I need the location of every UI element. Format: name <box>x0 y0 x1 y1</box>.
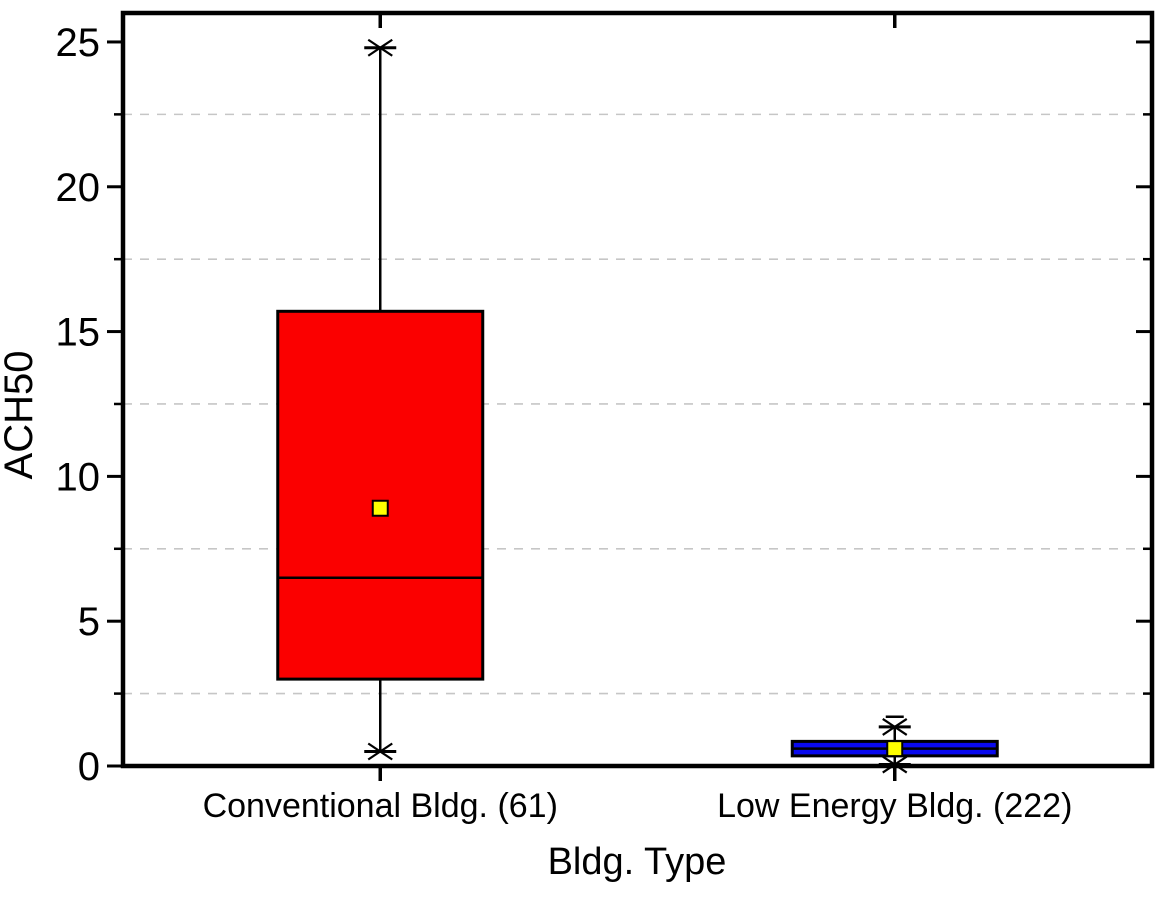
x-category-label: Low Energy Bldg. (222) <box>717 787 1072 825</box>
y-axis-title: ACH50 <box>0 351 41 480</box>
y-tick-label: 20 <box>56 166 101 210</box>
lower-whisker-star-cross <box>367 742 393 761</box>
y-tick-label: 0 <box>78 745 100 789</box>
y-tick-label: 5 <box>78 600 100 644</box>
y-tick-label: 15 <box>56 311 101 355</box>
upper-whisker-star-cross <box>367 38 393 57</box>
box-iqr <box>276 309 485 681</box>
box-series-layer <box>276 38 999 774</box>
plot-frame <box>120 10 1155 769</box>
mean-square-marker <box>371 499 389 517</box>
mean-square-marker <box>886 740 904 758</box>
tick-label-layer: 0 5 10 15 20 25 Conventional Bldg. (61) Low Ene… <box>56 21 1073 825</box>
axes-frame-layer <box>107 10 1155 781</box>
x-axis-title: Bldg. Type <box>548 841 727 883</box>
y-tick-label: 25 <box>56 21 101 65</box>
x-category-label: Conventional Bldg. (61) <box>203 787 558 825</box>
y-tick-label: 10 <box>56 455 101 499</box>
upper-whisker-star-cross <box>882 717 908 736</box>
